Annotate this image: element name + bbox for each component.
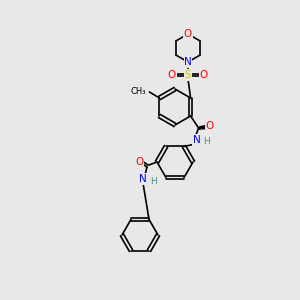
Text: H: H: [204, 137, 210, 146]
Text: O: O: [184, 29, 192, 39]
Text: O: O: [168, 70, 176, 80]
Text: O: O: [206, 121, 214, 131]
Text: S: S: [185, 70, 191, 80]
Text: N: N: [139, 174, 147, 184]
Text: CH₃: CH₃: [131, 88, 146, 97]
Text: O: O: [200, 70, 208, 80]
Text: N: N: [193, 135, 200, 145]
Text: N: N: [184, 57, 192, 67]
Text: O: O: [135, 157, 143, 167]
Text: H: H: [150, 176, 157, 185]
